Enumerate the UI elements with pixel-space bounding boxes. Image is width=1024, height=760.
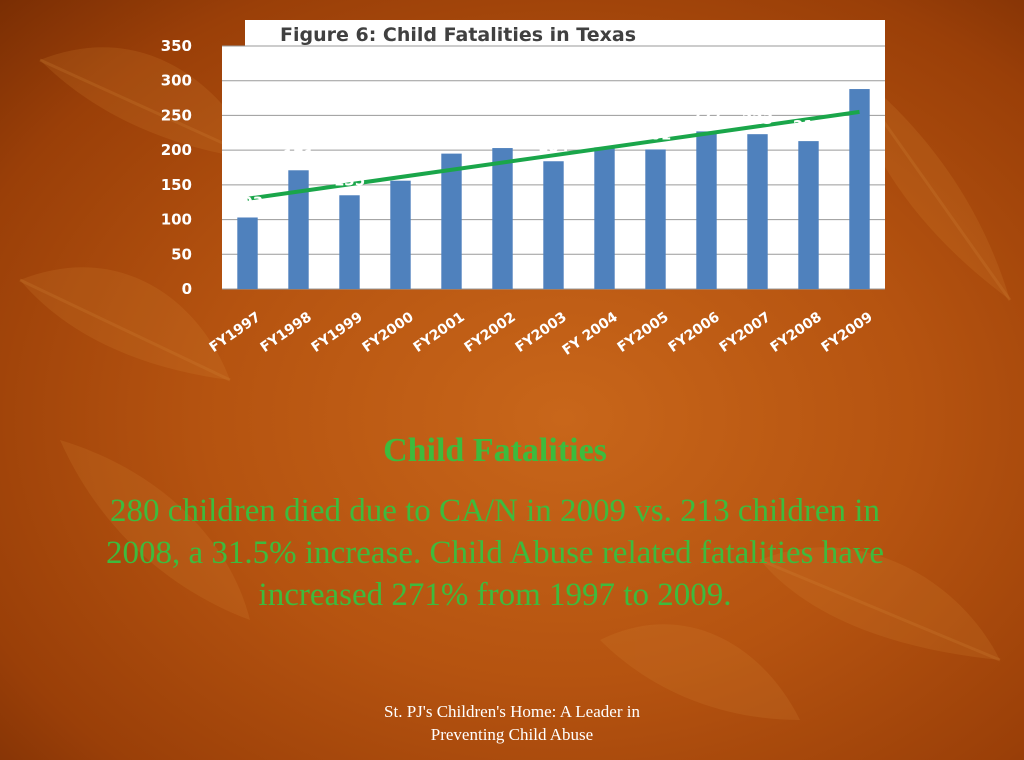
bar	[237, 217, 258, 289]
x-tick-label: FY 2004	[560, 309, 621, 359]
x-tick-label: FY1998	[258, 309, 315, 356]
data-label: 288	[844, 65, 875, 83]
data-label: 223	[742, 110, 773, 128]
y-tick-label: 0	[182, 280, 192, 298]
y-tick-label: 150	[161, 176, 192, 194]
bar	[288, 170, 309, 289]
bar	[441, 153, 462, 289]
bar	[645, 149, 666, 289]
data-label: 203	[487, 124, 518, 142]
y-tick-label: 100	[161, 211, 192, 229]
data-label: 195	[436, 130, 467, 148]
footer-line-2: Preventing Child Abuse	[430, 725, 594, 744]
x-tick-label: FY1997	[207, 309, 264, 356]
footer-line-1: St. PJ's Children's Home: A Leader in	[384, 702, 640, 721]
bar	[543, 161, 564, 289]
x-tick-label: FY2001	[411, 309, 468, 356]
footer: St. PJ's Children's Home: A Leader in Pr…	[312, 700, 712, 746]
data-label: 171	[283, 146, 314, 164]
data-label: 184	[538, 137, 569, 155]
x-tick-label: FY2006	[666, 309, 723, 356]
chart-title: Figure 6: Child Fatalities in Texas	[280, 24, 636, 46]
y-tick-label: 300	[161, 72, 192, 90]
data-label: 156	[385, 157, 416, 175]
bar	[849, 89, 870, 289]
data-label: 201	[640, 125, 671, 143]
y-tick-label: 350	[161, 37, 192, 55]
body-text: 280 children died due to CA/N in 2009 vs…	[106, 493, 884, 613]
x-tick-label: FY2005	[615, 309, 672, 356]
data-label: 204	[589, 123, 620, 141]
x-tick-label: FY2002	[462, 309, 519, 356]
x-tick-label: FY2008	[768, 309, 825, 356]
x-tick-label: FY1999	[309, 309, 366, 356]
y-tick-label: 200	[161, 141, 192, 159]
bar	[747, 134, 768, 289]
bar	[696, 131, 717, 289]
y-tick-label: 50	[171, 245, 192, 263]
data-label: 213	[793, 117, 824, 135]
chart-title-box	[245, 20, 885, 48]
data-label: 135	[334, 171, 365, 189]
data-label: 227	[691, 107, 722, 125]
bar	[390, 180, 411, 289]
bar	[492, 148, 513, 289]
data-label: 103	[232, 193, 263, 211]
x-tick-label: FY2007	[717, 309, 774, 356]
bar	[798, 141, 819, 289]
bar	[339, 195, 360, 289]
heading: Child Fatalities	[383, 432, 607, 469]
bar-chart: Figure 6: Child Fatalities in Texas 0 50 1…	[161, 20, 885, 359]
x-tick-label: FY2000	[360, 309, 417, 356]
x-tick-label: FY2009	[819, 309, 876, 356]
bar	[594, 147, 615, 289]
trendline	[247, 109, 860, 201]
y-tick-label: 250	[161, 106, 192, 124]
